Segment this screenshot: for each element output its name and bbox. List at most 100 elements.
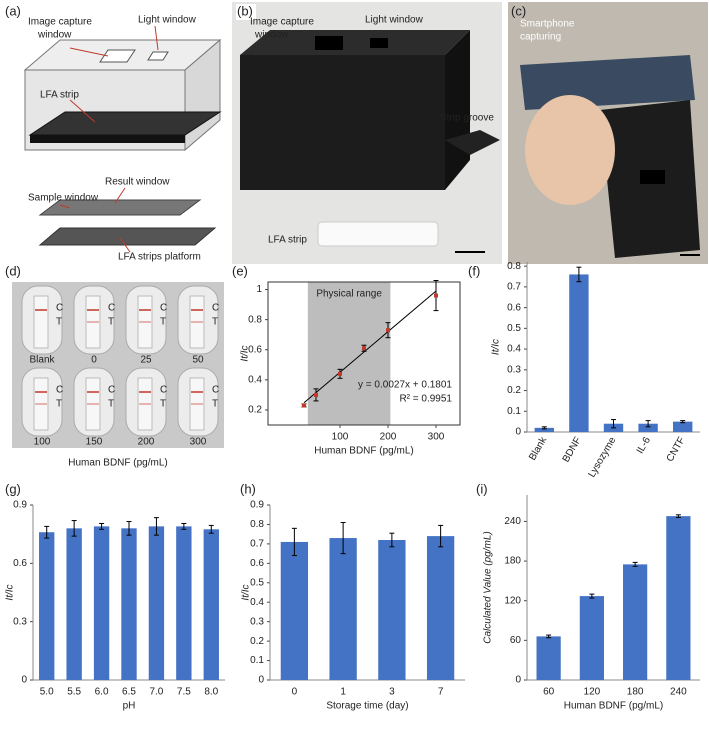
y-tick-label: 0 bbox=[515, 427, 521, 438]
bar bbox=[280, 541, 309, 680]
range-label: Physical range bbox=[316, 289, 382, 300]
strip-label: Blank bbox=[29, 355, 55, 366]
y-tick-label: 180 bbox=[504, 556, 521, 567]
annotation: R² = 0.9951 bbox=[399, 394, 452, 405]
x-tick-label: 300 bbox=[428, 432, 445, 443]
x-tick-label: 200 bbox=[380, 432, 397, 443]
y-axis-label: It/Ic bbox=[5, 584, 16, 600]
y-tick-label: 60 bbox=[510, 635, 522, 646]
y-tick-label: 0.2 bbox=[507, 385, 521, 396]
label: Sample window bbox=[28, 193, 99, 204]
x-tick-label: 100 bbox=[332, 432, 349, 443]
hand bbox=[525, 95, 615, 205]
error-bar bbox=[576, 266, 582, 283]
x-axis-label: Human BDNF (pg/mL) bbox=[564, 701, 663, 712]
y-tick-label: 0.7 bbox=[507, 282, 521, 293]
y-axis-label: It/Ic bbox=[240, 345, 251, 361]
x-tick-label: 7.0 bbox=[149, 687, 163, 698]
x-tick-label: BDNF bbox=[561, 435, 584, 464]
strip-letter: C bbox=[108, 385, 115, 396]
point bbox=[362, 346, 366, 351]
strips-platform bbox=[38, 227, 217, 246]
tray-front bbox=[30, 135, 185, 143]
bar bbox=[569, 274, 589, 432]
x-tick-label: 1 bbox=[340, 687, 346, 698]
error-bar bbox=[675, 514, 681, 518]
x-tick-label: 240 bbox=[670, 687, 687, 698]
strip-letter: C bbox=[212, 303, 219, 314]
x-tick-label: Blank bbox=[527, 434, 550, 462]
error-bar bbox=[645, 420, 651, 428]
bar bbox=[536, 636, 561, 680]
strip-letter: T bbox=[56, 399, 62, 410]
annotation: y = 0.0027x + 0.1801 bbox=[358, 380, 452, 391]
light-window bbox=[147, 51, 169, 61]
bar bbox=[673, 421, 693, 432]
y-tick-label: 0.8 bbox=[507, 261, 521, 272]
label: LFA strip bbox=[40, 90, 79, 101]
y-tick-label: 0 bbox=[515, 675, 521, 686]
strip-letter: C bbox=[212, 385, 219, 396]
x-tick-label: 180 bbox=[627, 687, 644, 698]
arrow bbox=[119, 237, 131, 253]
fit-line bbox=[303, 290, 437, 404]
error-bar bbox=[438, 524, 444, 548]
x-tick-label: 0 bbox=[292, 687, 298, 698]
strip-letter: C bbox=[56, 385, 63, 396]
strip-letter: T bbox=[108, 317, 114, 328]
point bbox=[302, 403, 306, 408]
x-tick-label: Lysozyme bbox=[587, 435, 619, 480]
capture-window bbox=[99, 49, 136, 63]
error-bar bbox=[71, 520, 77, 537]
strip-letter: T bbox=[160, 399, 166, 410]
y-tick-label: 0.6 bbox=[507, 302, 521, 313]
panel-b: (b) Image capture window Light window St… bbox=[232, 2, 502, 264]
error-bar bbox=[153, 517, 159, 536]
y-tick-label: 1 bbox=[256, 284, 262, 295]
y-tick-label: 0 bbox=[258, 675, 264, 686]
x-tick-label: 5.5 bbox=[67, 687, 81, 698]
bar bbox=[623, 564, 648, 680]
error-bar bbox=[680, 420, 686, 424]
error-bar bbox=[99, 522, 105, 530]
bar bbox=[148, 526, 165, 680]
strip-label: 0 bbox=[91, 355, 97, 366]
y-tick-label: 0.3 bbox=[250, 616, 264, 627]
bar bbox=[66, 528, 82, 680]
label: Light window bbox=[365, 15, 424, 26]
x-tick-label: 5.0 bbox=[40, 687, 54, 698]
y-tick-label: 0.4 bbox=[248, 374, 262, 385]
arrow bbox=[59, 204, 71, 209]
y-tick-label: 0.5 bbox=[250, 577, 264, 588]
label: Image capture bbox=[28, 17, 92, 28]
error-bar bbox=[340, 522, 346, 555]
lfa-strip bbox=[317, 221, 439, 247]
panel-d: (d) Human BDNF (pg/mL) CTBlankCT0CT25CT5… bbox=[5, 263, 224, 469]
y-tick-label: 0.8 bbox=[248, 314, 262, 325]
strip-cover bbox=[38, 199, 202, 216]
bar bbox=[93, 526, 110, 680]
panel-tag: (a) bbox=[5, 3, 21, 18]
y-tick-label: 0.9 bbox=[250, 500, 264, 511]
label: window bbox=[254, 30, 289, 41]
bar bbox=[378, 540, 406, 680]
strip-letter: C bbox=[160, 303, 167, 314]
point bbox=[434, 293, 438, 298]
tag-bg bbox=[236, 4, 256, 20]
box-front bbox=[240, 55, 445, 190]
y-tick-label: 0.2 bbox=[248, 405, 262, 416]
error-bar bbox=[291, 527, 297, 557]
bar bbox=[638, 423, 658, 432]
x-tick-label: 8.0 bbox=[204, 687, 218, 698]
label: Result window bbox=[105, 177, 170, 188]
panel-tag: (i) bbox=[476, 481, 488, 496]
x-tick-label: IL-6 bbox=[635, 435, 653, 456]
y-tick-label: 0.3 bbox=[507, 364, 521, 375]
strip-letter: C bbox=[108, 303, 115, 314]
y-axis-label: Calculated Value (pg/mL) bbox=[483, 531, 494, 643]
bar bbox=[426, 536, 455, 680]
strip-letter: T bbox=[212, 317, 218, 328]
label: Light window bbox=[138, 15, 197, 26]
point bbox=[338, 371, 342, 376]
